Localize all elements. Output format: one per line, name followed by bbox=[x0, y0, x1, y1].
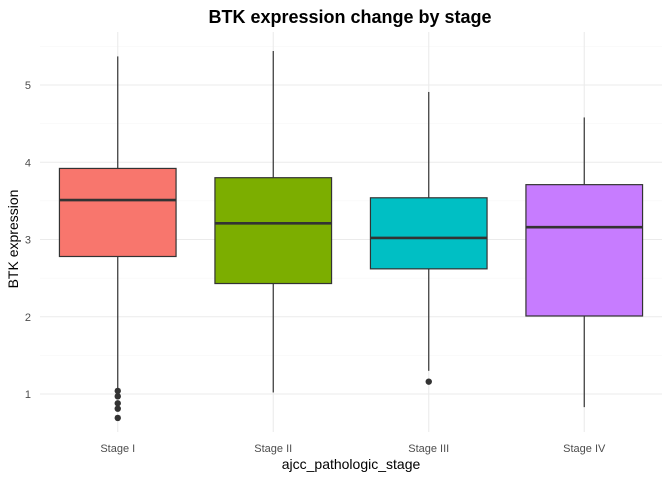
y-tick-label: 2 bbox=[25, 312, 31, 324]
box-2 bbox=[214, 51, 333, 393]
x-tick-label: Stage III bbox=[408, 443, 449, 455]
outlier-point bbox=[114, 393, 121, 400]
x-tick-label: Stage I bbox=[100, 443, 135, 455]
box-1 bbox=[58, 56, 177, 422]
x-tick-label: Stage II bbox=[254, 443, 292, 455]
outlier-point bbox=[114, 405, 121, 412]
box-4 bbox=[525, 117, 644, 408]
iqr-box bbox=[369, 197, 488, 270]
chart-title: BTK expression change by stage bbox=[208, 7, 491, 27]
iqr-box bbox=[58, 167, 177, 258]
x-axis-title: ajcc_pathologic_stage bbox=[282, 456, 421, 472]
box-3 bbox=[369, 91, 488, 385]
y-tick-label: 5 bbox=[25, 80, 31, 92]
outlier-point bbox=[114, 400, 121, 407]
y-axis-ticks: 1 2 3 4 5 bbox=[25, 80, 31, 401]
box-series bbox=[58, 51, 644, 422]
x-tick-label: Stage IV bbox=[563, 443, 606, 455]
y-tick-label: 4 bbox=[25, 157, 31, 169]
x-axis-ticks: Stage I Stage II Stage III Stage IV bbox=[100, 443, 606, 455]
outlier-point bbox=[114, 387, 121, 395]
y-tick-label: 1 bbox=[25, 389, 31, 401]
outlier-point bbox=[425, 378, 432, 385]
outlier-point bbox=[114, 414, 121, 422]
y-tick-label: 3 bbox=[25, 235, 31, 247]
y-axis-title: BTK expression bbox=[5, 190, 21, 289]
iqr-box bbox=[214, 177, 333, 285]
iqr-box bbox=[525, 184, 644, 317]
